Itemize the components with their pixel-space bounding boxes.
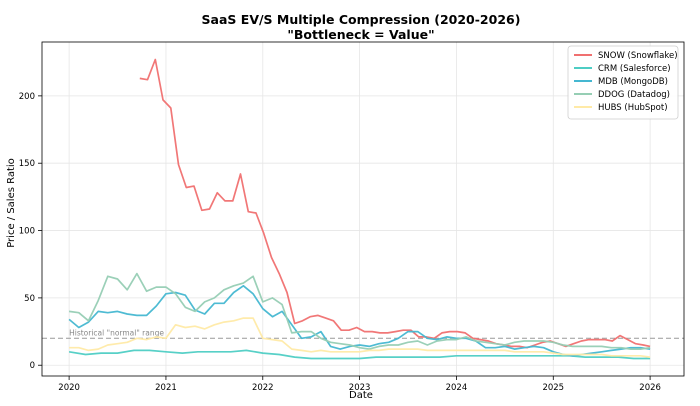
y-axis-label: Price / Sales Ratio — [6, 158, 17, 248]
plot-frame — [41, 41, 685, 377]
x-tick-label: 2026 — [639, 383, 661, 393]
x-tick-label: 2021 — [155, 383, 177, 393]
reference-line-label: Historical "normal" range — [69, 328, 164, 337]
legend-label: SNOW (Snowflake) — [598, 51, 678, 61]
legend-label: CRM (Salesforce) — [598, 64, 671, 74]
legend: SNOW (Snowflake) CRM (Salesforce) MDB (Mon… — [567, 45, 679, 120]
y-axis-ticks: 0 50 100 150 200 — [19, 92, 42, 371]
x-axis-ticks: 2020 2021 2022 2023 2024 2025 2026 — [58, 376, 661, 393]
legend-label: HUBS (HubSpot) — [598, 103, 668, 113]
legend-label: MDB (MongoDB) — [598, 77, 668, 87]
x-axis-label: Date — [349, 390, 373, 401]
legend-box — [567, 45, 679, 120]
y-tick-label: 0 — [30, 361, 35, 371]
chart-title: SaaS EV/S Multiple Compression (2020-202… — [202, 12, 521, 27]
series-line-hubs — [69, 317, 651, 358]
series-line-ddog — [68, 272, 651, 350]
legend-label: DDOG (Datadog) — [598, 90, 670, 100]
y-tick-label: 150 — [19, 159, 35, 169]
x-tick-label: 2024 — [446, 383, 468, 393]
chart-subtitle: "Bottleneck = Value" — [287, 27, 434, 42]
x-tick-label: 2020 — [58, 383, 80, 393]
x-tick-label: 2023 — [349, 383, 371, 393]
series-line-mdb — [68, 284, 651, 357]
series-line-snow — [139, 58, 651, 349]
series-line-crm — [68, 349, 651, 360]
grid — [42, 42, 684, 376]
x-tick-label: 2022 — [252, 383, 274, 393]
y-tick-label: 50 — [24, 294, 35, 304]
y-tick-label: 200 — [19, 92, 35, 102]
y-tick-label: 100 — [19, 227, 35, 237]
series-lines — [68, 58, 651, 360]
x-tick-label: 2025 — [542, 383, 564, 393]
